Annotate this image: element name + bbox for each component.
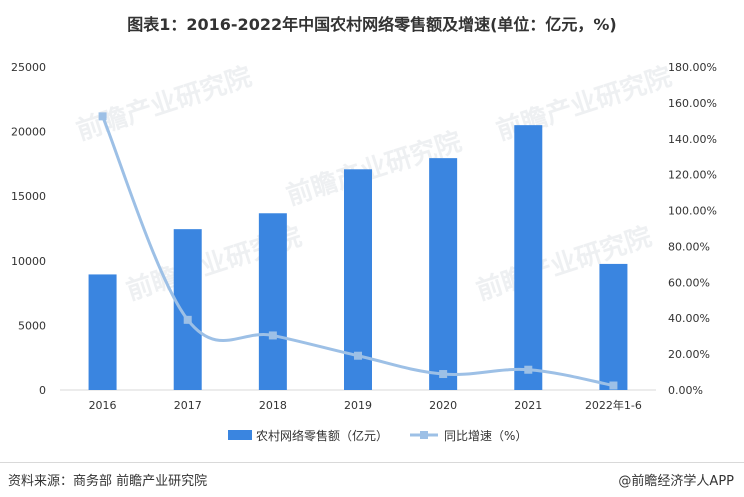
x-tick-label: 2020 xyxy=(429,399,457,412)
legend-bar-label: 农村网络零售额（亿元） xyxy=(256,428,388,443)
y-right-tick-label: 40.00% xyxy=(668,312,710,325)
legend-line-label: 同比增速（%） xyxy=(444,429,527,443)
legend-bar-swatch xyxy=(228,430,252,440)
source-note: 资料来源：商务部 前瞻产业研究院 xyxy=(8,474,208,489)
brand-credit: @前瞻经济学人APP xyxy=(618,474,734,489)
line-point xyxy=(268,331,277,340)
bar xyxy=(258,213,287,390)
line-point xyxy=(354,351,362,360)
x-tick-label: 2016 xyxy=(89,399,117,412)
y-right-tick-label: 140.00% xyxy=(668,133,717,146)
line-series xyxy=(98,112,618,390)
bar xyxy=(599,263,628,390)
y-left-tick-label: 25000 xyxy=(11,61,46,74)
y-left-tick-label: 10000 xyxy=(11,255,46,268)
line-point xyxy=(609,381,618,390)
watermark-text: 前瞻产业研究院 xyxy=(73,61,256,147)
y-right-tick-label: 120.00% xyxy=(668,169,717,182)
bar xyxy=(429,158,458,390)
y-right-tick-label: 180.00% xyxy=(668,61,717,74)
watermark-text: 前瞻产业研究院 xyxy=(473,221,656,307)
bar xyxy=(88,274,117,390)
y-left-tick-label: 0 xyxy=(39,384,46,397)
bar xyxy=(173,229,202,390)
y-left-tick-label: 5000 xyxy=(18,319,46,332)
footer-divider xyxy=(0,462,744,463)
y-right-tick-label: 80.00% xyxy=(668,240,710,253)
line-point xyxy=(439,370,448,379)
y-left-tick-label: 20000 xyxy=(11,126,46,139)
chart-title: 图表1：2016-2022年中国农村网络零售额及增速(单位：亿元，%) xyxy=(127,15,617,34)
y-right-tick-label: 0.00% xyxy=(668,384,703,397)
y-right-tick-label: 20.00% xyxy=(668,348,710,361)
y-right-tick-label: 100.00% xyxy=(668,205,717,218)
y-right-tick-label: 60.00% xyxy=(668,276,710,289)
y-right-tick-label: 160.00% xyxy=(668,97,717,110)
x-tick-label: 2018 xyxy=(259,399,287,412)
bar-series xyxy=(88,125,628,390)
line-point xyxy=(524,365,533,374)
x-tick-label: 2022年1-6 xyxy=(585,398,642,412)
bar xyxy=(514,125,543,390)
y-left-tick-label: 15000 xyxy=(11,190,46,203)
x-tick-label: 2021 xyxy=(514,399,542,412)
line-point xyxy=(183,315,192,324)
legend: 农村网络零售额（亿元） 同比增速（%） xyxy=(228,428,527,443)
legend-line-marker xyxy=(420,431,428,439)
line-point xyxy=(98,112,107,121)
x-tick-label: 2019 xyxy=(344,399,372,412)
x-tick-label: 2017 xyxy=(174,399,202,412)
